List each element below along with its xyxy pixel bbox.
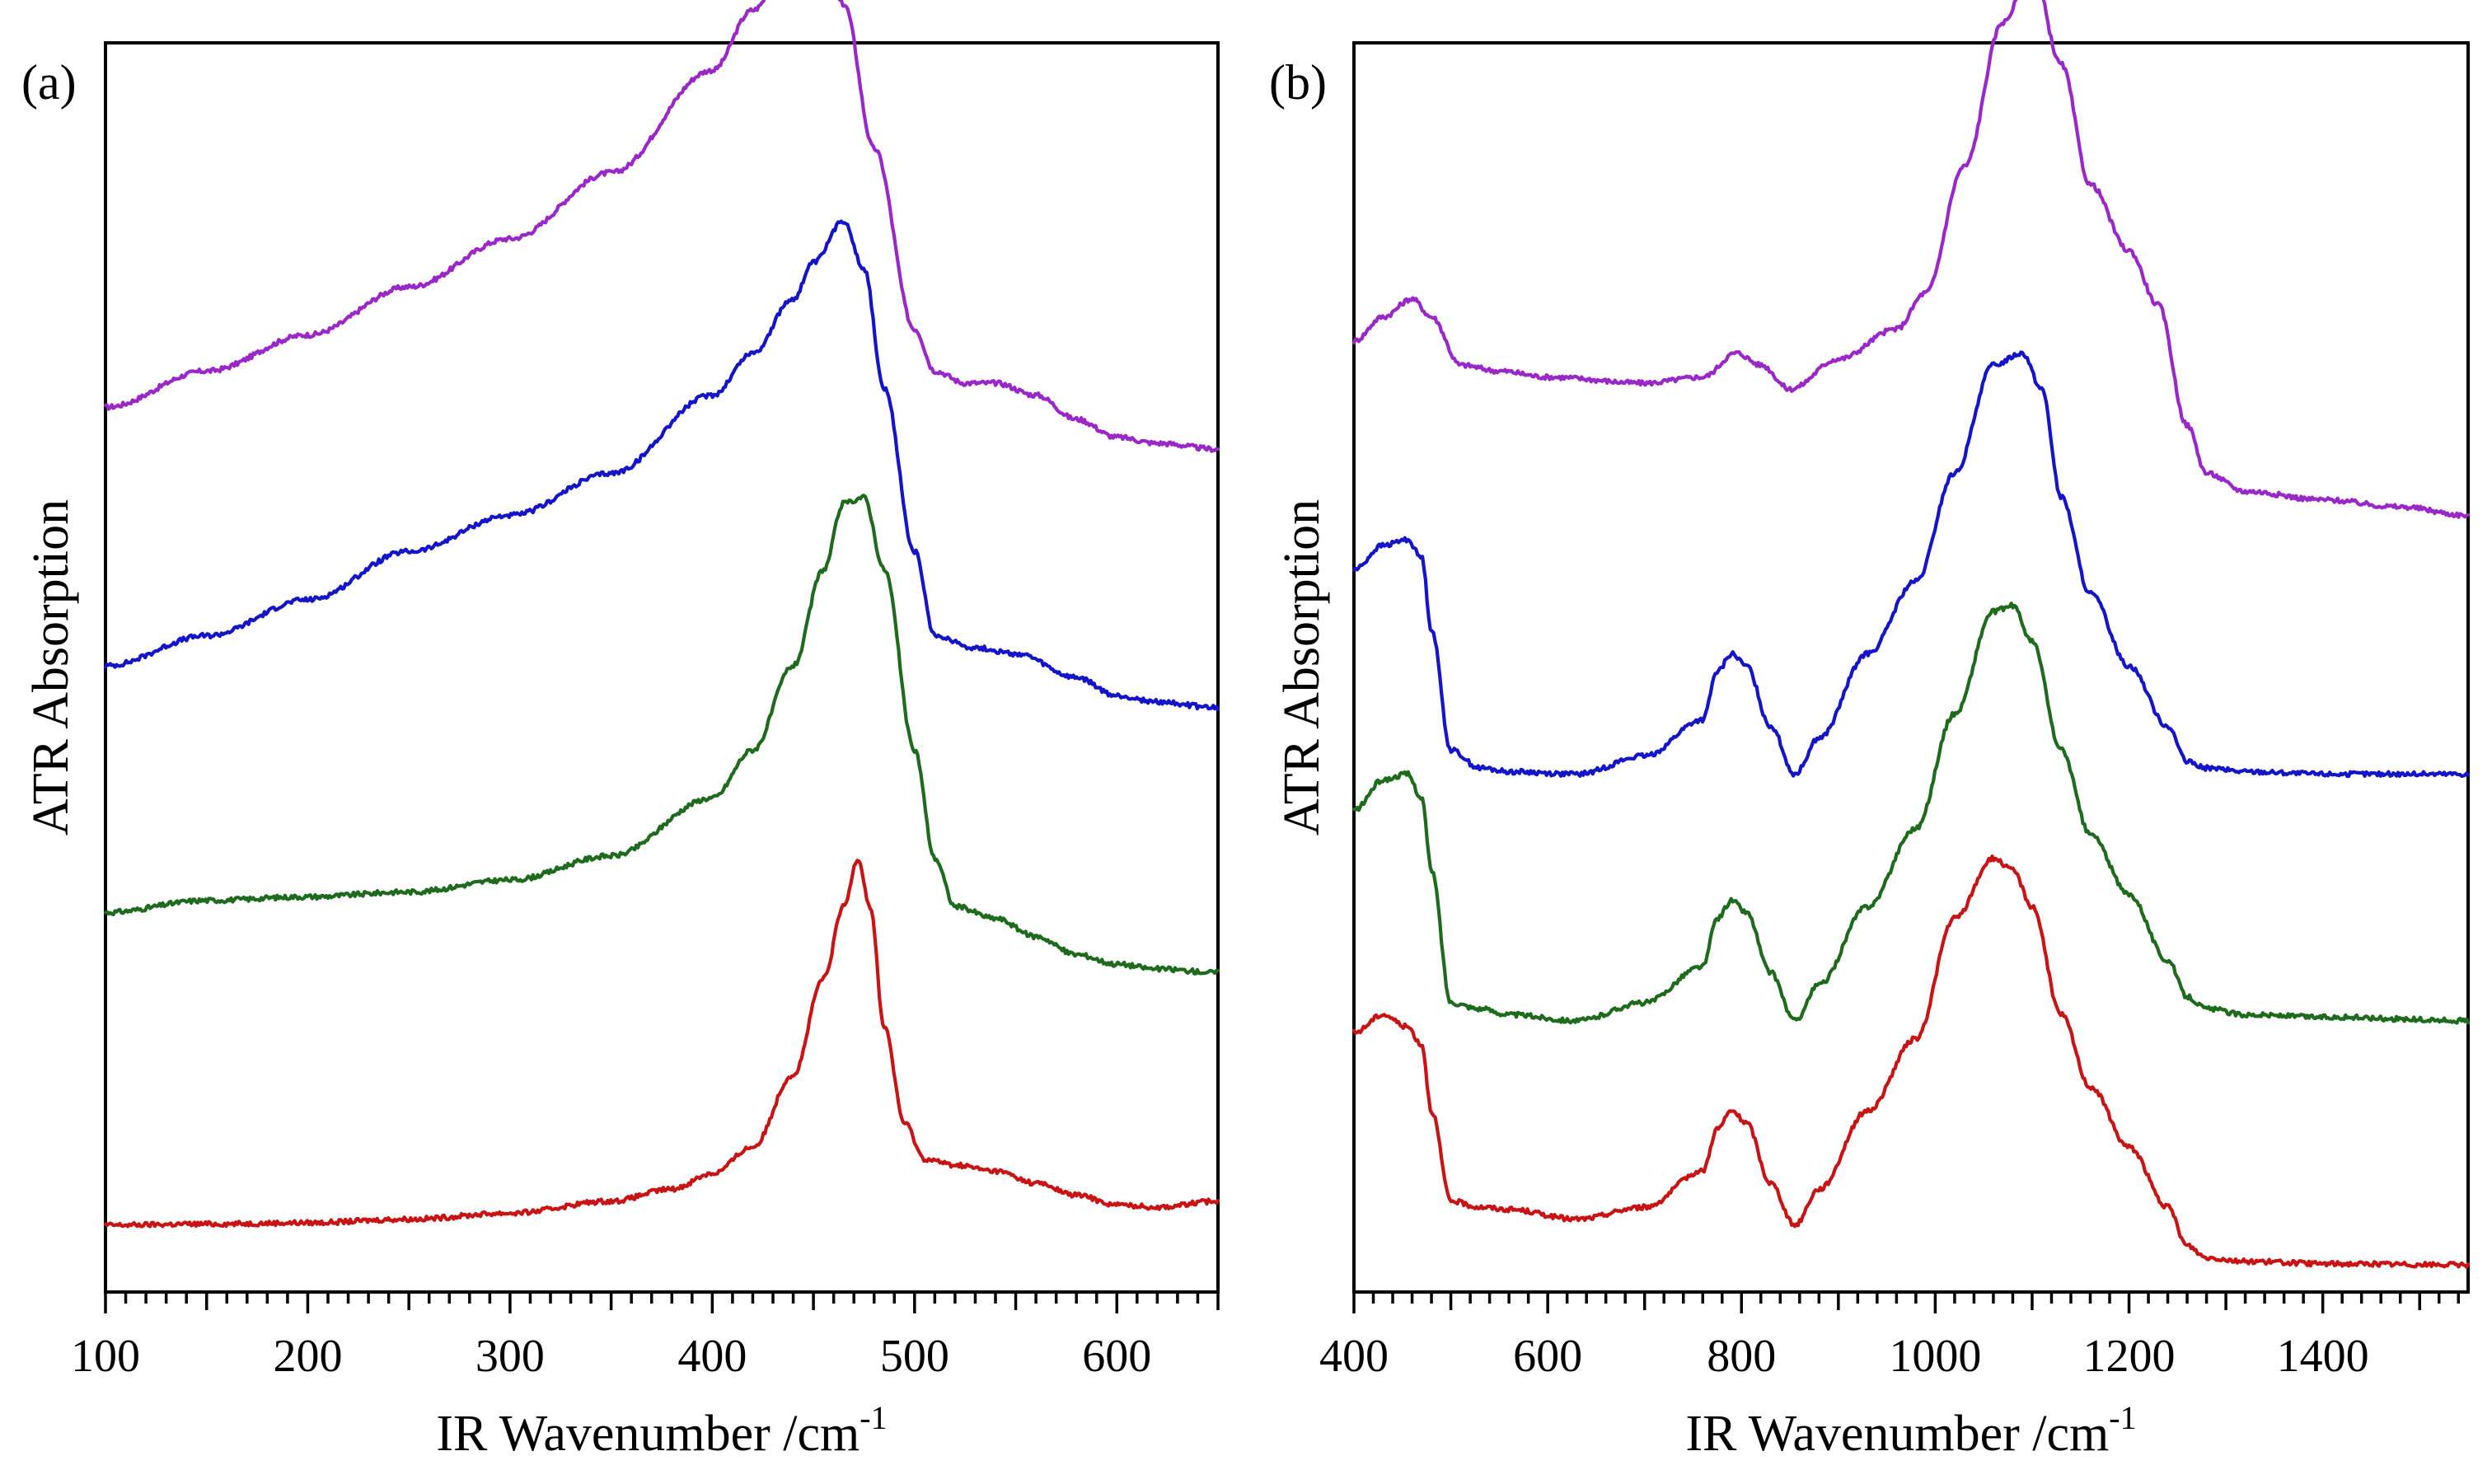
x-tick-label: 400 bbox=[1319, 1331, 1389, 1382]
spectrum-line-purple bbox=[1351, 0, 2471, 519]
panel-b-x-axis-label-main: IR Wavenumber /cm bbox=[1685, 1406, 2109, 1462]
x-tick-label: 200 bbox=[273, 1331, 342, 1382]
x-tick-label: 500 bbox=[880, 1331, 949, 1382]
x-tick-label: 1200 bbox=[2083, 1331, 2176, 1382]
spectrum-line-green bbox=[103, 494, 1220, 976]
panel-b: 400 600 800 1000 1200 1400 (b) ATR Absorption… bbox=[1269, 0, 2471, 1462]
spectrum-line-blue bbox=[1351, 350, 2471, 779]
spectrum-line-green bbox=[1351, 602, 2471, 1025]
panel-a-label: (a) bbox=[21, 55, 77, 110]
x-tick-label: 300 bbox=[475, 1331, 545, 1382]
spectrum-line-red bbox=[103, 859, 1220, 1229]
panel-b-label: (b) bbox=[1269, 55, 1327, 110]
x-tick-label: 400 bbox=[677, 1331, 747, 1382]
x-tick-label: 600 bbox=[1513, 1331, 1582, 1382]
panel-a-x-axis-label-superscript: -1 bbox=[860, 1399, 887, 1436]
panel-a-ticks bbox=[104, 1292, 1220, 1313]
x-tick-label: 1000 bbox=[1889, 1331, 1981, 1382]
panel-b-x-axis-label: IR Wavenumber /cm-1 bbox=[1685, 1399, 2136, 1462]
panel-b-tick-labels: 400 600 800 1000 1200 1400 bbox=[1319, 1331, 2369, 1382]
panel-a-traces bbox=[103, 0, 1220, 1229]
panel-a: 100 200 300 400 500 600 (a) ATR Absorption IR… bbox=[21, 0, 1220, 1462]
spectrum-line-purple bbox=[103, 0, 1220, 453]
panel-b-y-axis-label: ATR Absorption bbox=[1274, 499, 1330, 836]
panel-a-y-axis-label: ATR Absorption bbox=[23, 499, 79, 836]
x-tick-label: 800 bbox=[1707, 1331, 1776, 1382]
x-tick-label: 1400 bbox=[2277, 1331, 2369, 1382]
spectrum-line-red bbox=[1351, 854, 2471, 1269]
panel-a-x-axis-label-main: IR Wavenumber /cm bbox=[436, 1406, 860, 1462]
panel-b-frame bbox=[1352, 41, 2470, 1294]
panel-b-traces bbox=[1351, 0, 2471, 1269]
panel-b-x-axis-label-superscript: -1 bbox=[2109, 1399, 2136, 1436]
x-tick-label: 600 bbox=[1082, 1331, 1151, 1382]
spectrum-line-blue bbox=[103, 219, 1220, 712]
panel-a-x-axis-label: IR Wavenumber /cm-1 bbox=[436, 1399, 887, 1462]
panel-b-ticks bbox=[1352, 1292, 2460, 1313]
panel-a-tick-labels: 100 200 300 400 500 600 bbox=[71, 1331, 1151, 1382]
x-tick-label: 100 bbox=[71, 1331, 140, 1382]
